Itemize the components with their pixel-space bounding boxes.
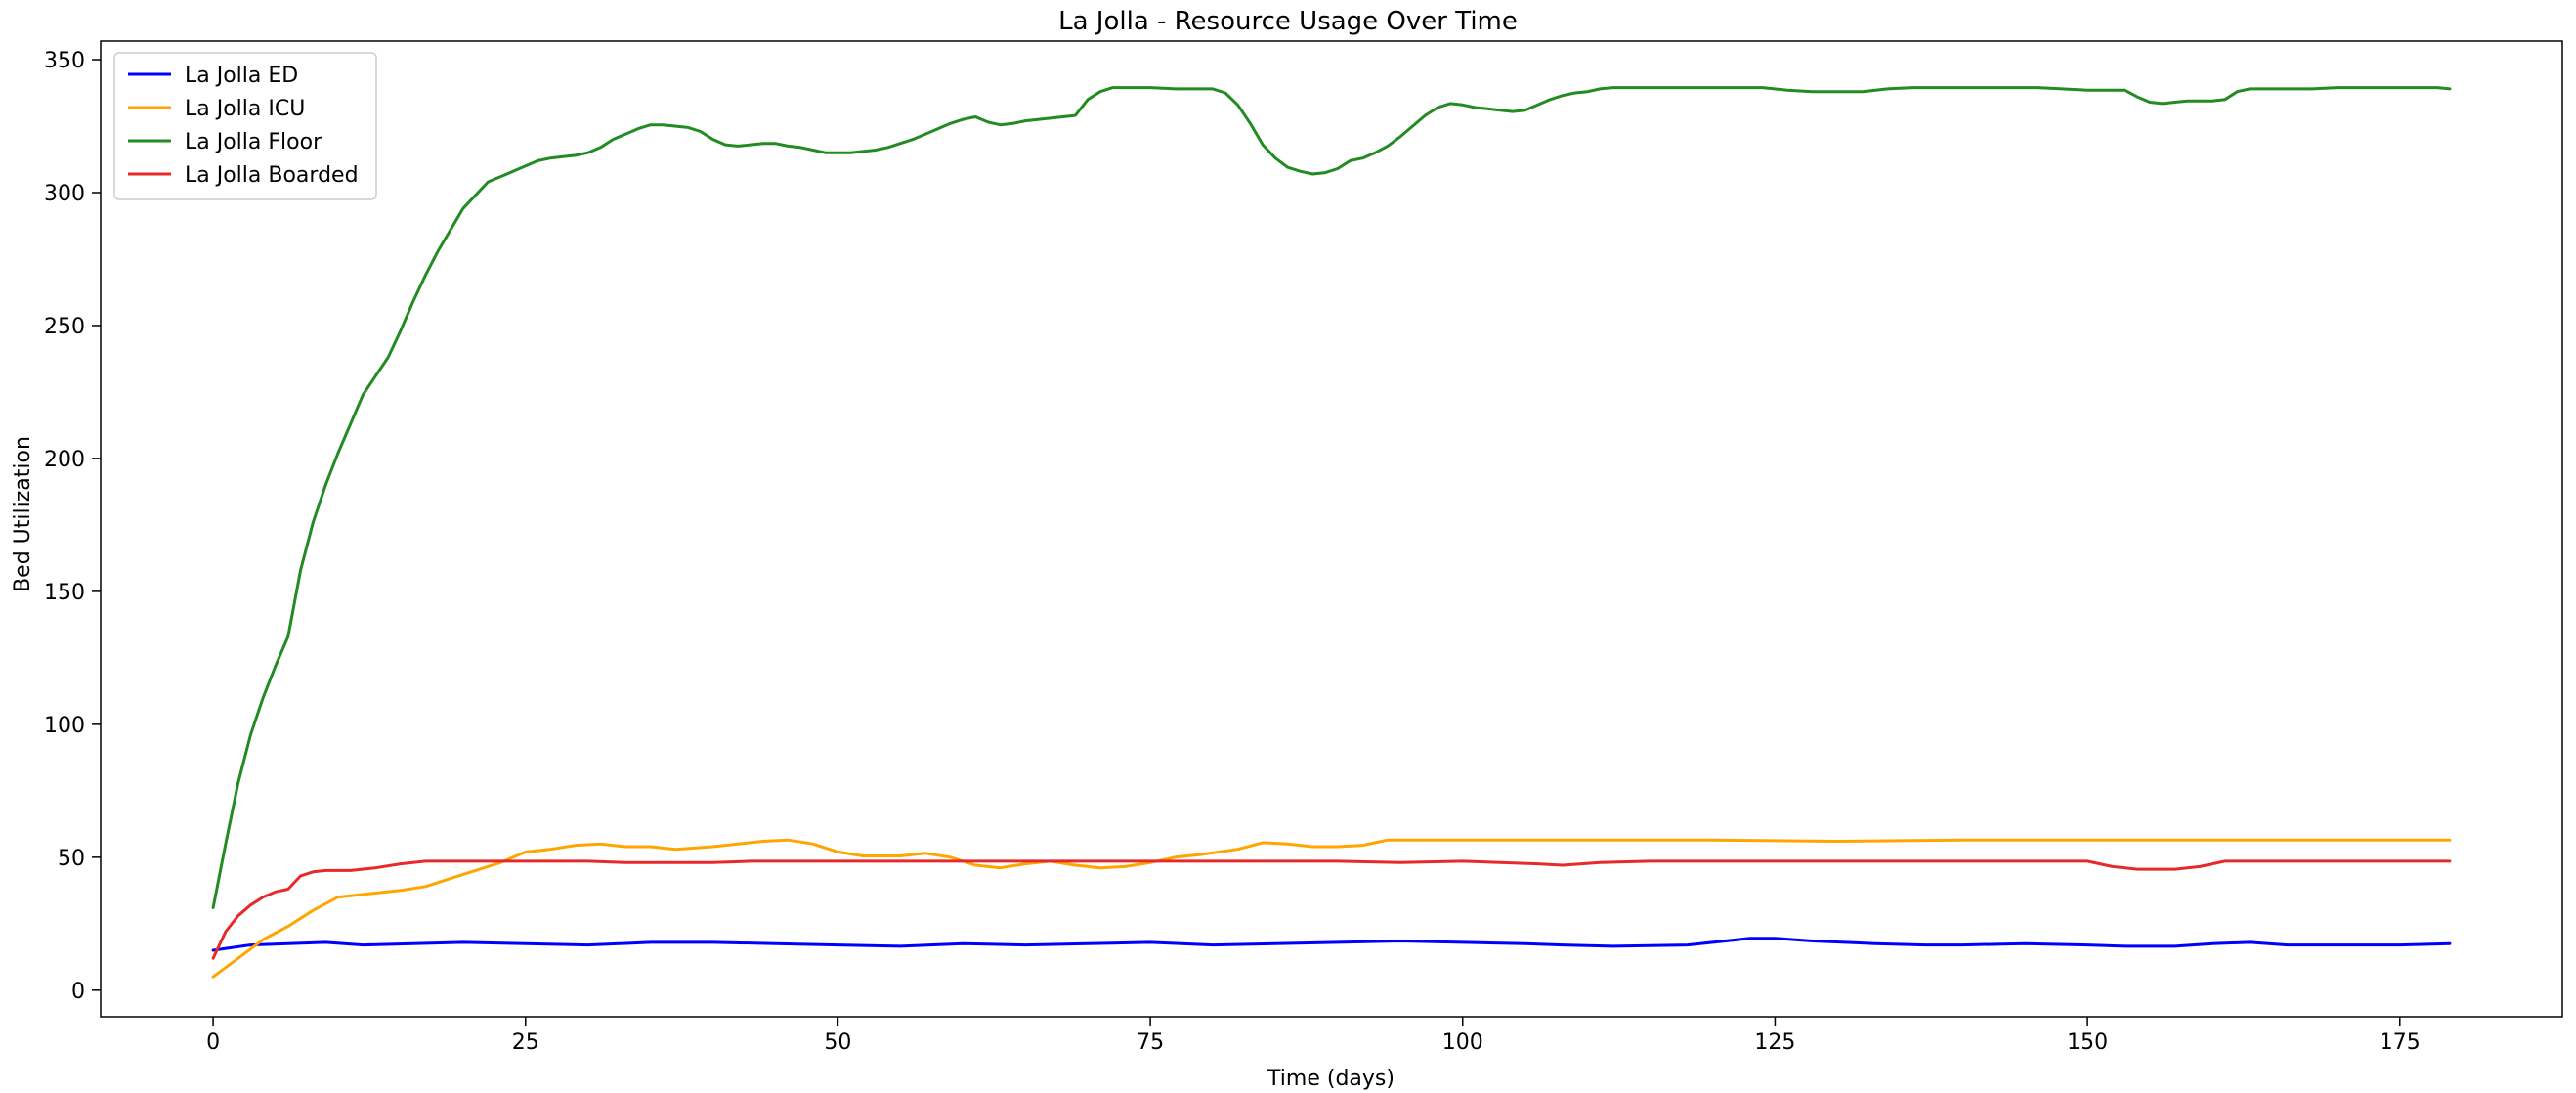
y-tick-label: 350 [44, 49, 85, 73]
y-tick-label: 0 [71, 980, 85, 1004]
legend-label: La Jolla Floor [185, 130, 322, 154]
y-tick-label: 100 [44, 714, 85, 738]
x-tick-label: 25 [512, 1030, 539, 1055]
x-tick-label: 125 [1754, 1030, 1795, 1055]
plot-frame [100, 40, 2563, 1018]
legend-label: La Jolla Boarded [185, 163, 359, 188]
x-axis-label: Time (days) [1267, 1067, 1395, 1091]
legend-label: La Jolla ED [185, 64, 298, 88]
y-tick-label: 50 [58, 847, 85, 871]
x-axis: 0 25 50 75 100 125 150 175 [206, 1017, 2421, 1055]
x-tick-label: 175 [2380, 1030, 2421, 1055]
series-line-la-jolla-boarded [211, 859, 2452, 960]
series-line-la-jolla-floor [211, 86, 2452, 909]
y-tick-label: 200 [44, 448, 85, 472]
y-tick-label: 150 [44, 581, 85, 605]
y-tick-label: 300 [44, 182, 85, 206]
x-tick-label: 75 [1137, 1030, 1164, 1055]
legend: La Jolla ED La Jolla ICU La Jolla Floor La … [113, 52, 377, 200]
legend-label: La Jolla ICU [185, 97, 305, 121]
plot-area [211, 86, 2452, 979]
x-tick-label: 150 [2067, 1030, 2108, 1055]
y-tick-label: 250 [44, 315, 85, 339]
x-tick-label: 0 [206, 1030, 220, 1055]
series-line-la-jolla-ed [211, 937, 2452, 952]
x-tick-label: 50 [824, 1030, 851, 1055]
series-line-la-jolla-icu [211, 838, 2452, 979]
x-tick-label: 100 [1442, 1030, 1483, 1055]
y-axis: 0 50 100 150 200 250 300 350 [44, 49, 101, 1004]
chart-title: La Jolla - Resource Usage Over Time [1058, 7, 1518, 36]
y-axis-label: Bed Utilization [11, 436, 35, 592]
legend-box [113, 52, 377, 200]
